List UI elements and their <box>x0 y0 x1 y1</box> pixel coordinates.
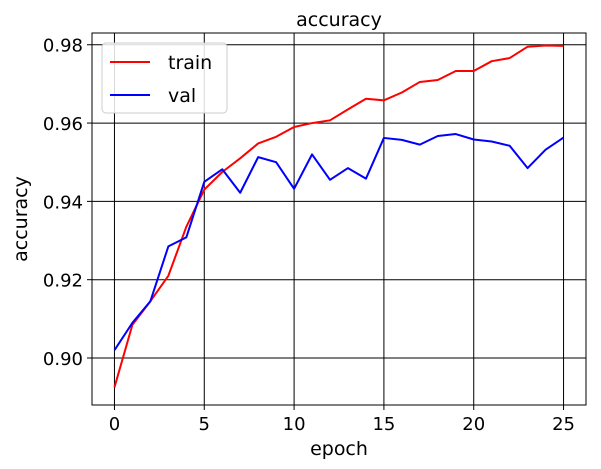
x-axis-title: epoch <box>310 438 368 460</box>
y-tick-label: 0.90 <box>43 349 83 370</box>
y-tick-label: 0.98 <box>43 36 83 57</box>
series-line-train <box>113 44 564 388</box>
x-tick-label: 10 <box>283 414 306 435</box>
plot-frame <box>91 32 587 406</box>
y-axis-ticks: 0.90 0.92 0.94 0.96 0.98 <box>43 36 92 370</box>
x-tick-label: 5 <box>199 414 210 435</box>
x-tick-label: 20 <box>462 414 485 435</box>
series-lines <box>113 44 565 388</box>
y-tick-label: 0.94 <box>43 192 83 213</box>
legend-label-train: train <box>168 52 212 74</box>
x-tick-label: 0 <box>109 414 120 435</box>
legend-label-val: val <box>168 85 196 107</box>
x-tick-label: 25 <box>552 414 575 435</box>
series-line-val <box>113 133 565 351</box>
x-axis-ticks: 0 5 10 15 20 25 <box>109 405 575 435</box>
x-tick-label: 15 <box>372 414 395 435</box>
y-tick-label: 0.92 <box>43 271 83 292</box>
y-tick-label: 0.96 <box>43 114 83 135</box>
chart-title: accuracy <box>296 9 382 31</box>
legend: train val <box>101 42 228 114</box>
y-axis-title: accuracy <box>10 176 32 262</box>
